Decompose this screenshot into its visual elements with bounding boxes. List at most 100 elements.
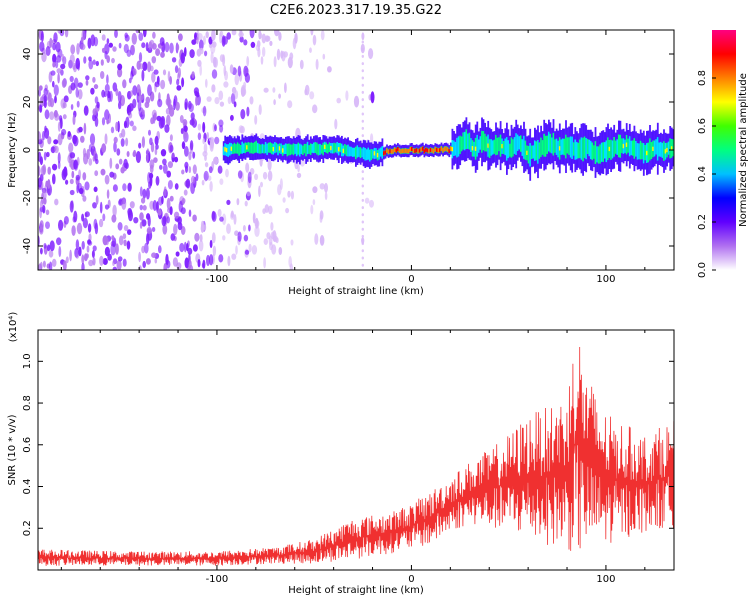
noise-speckle — [236, 198, 240, 206]
noise-speckle — [141, 136, 145, 149]
noise-speckle — [203, 143, 208, 154]
noise-speckle — [154, 135, 159, 146]
noise-speckle — [101, 143, 107, 153]
noise-speckle — [237, 170, 243, 179]
signal-band-segment — [593, 145, 595, 159]
signal-band-segment — [518, 136, 521, 150]
noise-speckle — [49, 111, 55, 120]
noise-speckle — [178, 33, 183, 42]
noise-speckle — [235, 245, 238, 255]
noise-speckle — [225, 168, 229, 178]
signal-band-segment — [453, 140, 455, 156]
signal-band-segment — [345, 145, 348, 157]
signal-band-segment — [571, 136, 574, 159]
y-tick-label: -20 — [22, 190, 33, 206]
noise-speckle — [53, 84, 59, 96]
signal-band-segment — [590, 140, 592, 160]
noise-speckle — [81, 262, 85, 270]
noise-speckle — [179, 242, 185, 253]
signal-band-segment — [386, 148, 388, 153]
noise-speckle — [173, 223, 178, 236]
noise-speckle — [112, 260, 115, 266]
noise-speckle — [287, 100, 293, 109]
signal-band-segment — [526, 150, 528, 155]
noise-speckle — [93, 186, 98, 193]
noise-speckle — [272, 87, 276, 93]
noise-speckle — [184, 257, 190, 269]
signal-band-segment — [470, 138, 472, 152]
signal-band-segment — [656, 137, 659, 161]
noise-speckle — [315, 58, 319, 70]
noise-speckle — [131, 32, 137, 45]
signal-band-segment — [344, 144, 346, 155]
signal-band-segment — [222, 146, 225, 156]
signal-band-segment — [232, 144, 234, 154]
noise-speckle — [164, 41, 170, 53]
noise-speckle — [204, 50, 208, 57]
noise-speckle — [176, 43, 180, 51]
signal-band-segment — [498, 137, 500, 152]
noise-speckle — [180, 207, 186, 215]
noise-speckle — [75, 174, 81, 181]
noise-speckle — [263, 238, 268, 246]
signal-band-segment — [613, 137, 616, 157]
noise-speckle — [239, 30, 243, 36]
noise-speckle — [167, 161, 173, 169]
signal-band-segment — [605, 140, 608, 163]
noise-speckle — [188, 103, 194, 113]
noise-speckle — [116, 259, 122, 270]
noise-speckle — [230, 212, 235, 220]
noise-speckle — [226, 32, 231, 40]
noise-speckle — [169, 144, 174, 153]
noise-speckle — [138, 142, 142, 149]
signal-band-segment — [239, 145, 242, 154]
noise-speckle — [147, 215, 151, 227]
noise-speckle — [162, 224, 168, 235]
signal-band-segment — [667, 141, 670, 155]
noise-speckle — [115, 163, 120, 170]
noise-speckle — [162, 163, 168, 174]
noise-speckle — [361, 90, 364, 94]
noise-speckle — [43, 95, 48, 103]
noise-speckle — [227, 96, 232, 105]
noise-speckle — [91, 250, 95, 259]
noise-speckle — [210, 42, 216, 54]
noise-speckle — [353, 95, 360, 108]
noise-speckle — [273, 56, 277, 68]
noise-speckle — [364, 197, 370, 204]
signal-band-segment — [583, 136, 586, 158]
noise-speckle — [159, 164, 163, 170]
noise-speckle — [46, 244, 51, 252]
noise-speckle — [278, 93, 281, 99]
noise-speckle — [189, 140, 194, 151]
noise-speckle — [249, 96, 254, 105]
noise-speckle — [361, 249, 364, 253]
signal-band-segment — [303, 143, 306, 154]
noise-speckle — [299, 59, 304, 70]
noise-speckle — [45, 151, 50, 158]
spectrogram-ticks: -100 0 100 -40 -20 0 20 40 — [22, 30, 674, 285]
noise-speckle — [83, 56, 87, 64]
signal-band-segment — [395, 148, 398, 153]
colorbar-tick-label: 0.0 — [697, 262, 708, 278]
signal-band-segment — [359, 147, 362, 159]
noise-speckle — [247, 171, 252, 184]
noise-speckle — [109, 157, 113, 169]
noise-speckle — [87, 240, 93, 246]
noise-speckle — [139, 221, 143, 229]
noise-speckle — [231, 253, 237, 260]
signal-band-segment — [439, 148, 441, 153]
signal-band-segment — [316, 142, 318, 155]
noise-speckle — [154, 148, 158, 156]
noise-speckle — [361, 263, 364, 267]
noise-speckle — [53, 32, 58, 43]
noise-speckle — [132, 68, 137, 76]
noise-speckle — [361, 62, 364, 66]
noise-speckle — [100, 168, 106, 176]
noise-speckle — [149, 137, 153, 146]
noise-speckle — [361, 177, 364, 181]
noise-speckle — [69, 54, 75, 65]
noise-speckle — [254, 173, 259, 180]
noise-speckle — [202, 259, 206, 269]
signal-band-segment — [520, 135, 522, 152]
